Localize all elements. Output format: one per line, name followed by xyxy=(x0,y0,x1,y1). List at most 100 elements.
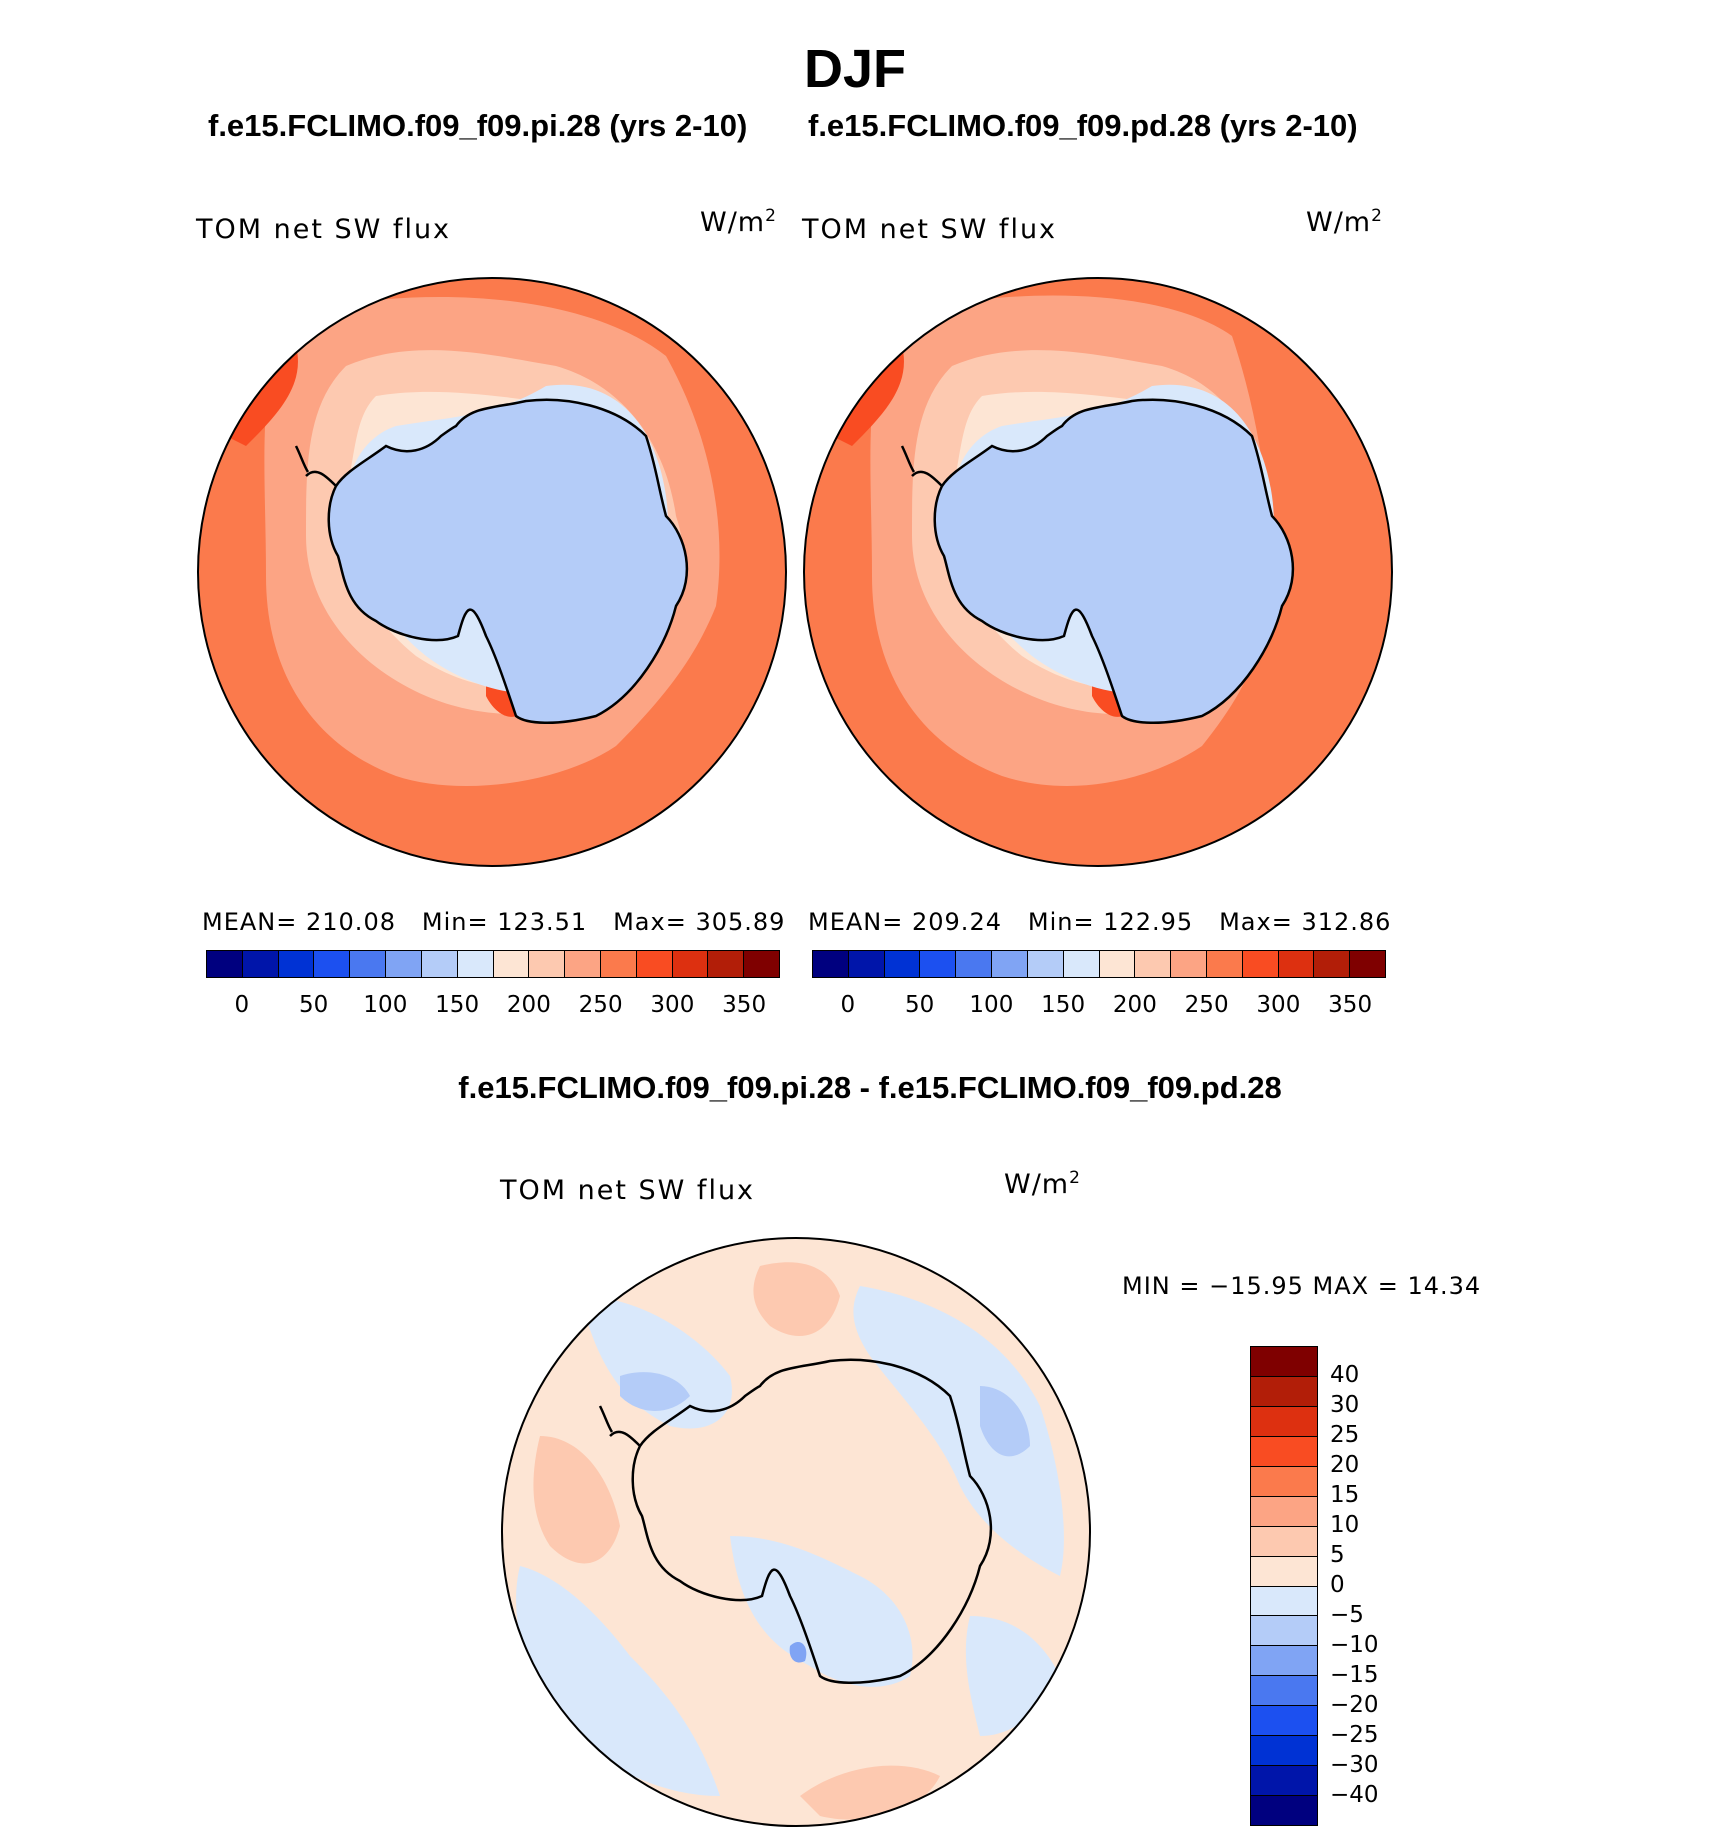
colorbar-tick-label: 5 xyxy=(1330,1542,1345,1568)
panel3-units: W/m2 xyxy=(1004,1168,1081,1200)
colorbar-tick-label: 250 xyxy=(578,992,623,1018)
colorbar-swatch xyxy=(242,951,279,977)
colorbar-tick-label: 10 xyxy=(1330,1512,1360,1538)
colorbar-tick-label: −25 xyxy=(1330,1722,1379,1748)
colorbar-swatch xyxy=(1242,951,1279,977)
colorbar-swatch xyxy=(1251,1347,1317,1377)
case1-title: f.e15.FCLIMO.f09_f09.pi.28 (yrs 2-10) xyxy=(208,108,748,143)
panel3-minmax: MIN = −15.95 MAX = 14.34 xyxy=(1122,1272,1482,1300)
colorbar-tick-label: −30 xyxy=(1330,1752,1379,1778)
colorbar-tick-label: 300 xyxy=(650,992,695,1018)
colorbar-swatch xyxy=(278,951,315,977)
colorbar-swatch xyxy=(1063,951,1100,977)
colorbar-tick-label: 0 xyxy=(840,992,856,1018)
colorbar-swatch xyxy=(672,951,709,977)
colorbar-swatch xyxy=(1135,951,1172,977)
panel1-antarctica xyxy=(328,399,687,723)
colorbar-tick-label: 50 xyxy=(904,992,935,1018)
colorbar-swatch xyxy=(600,951,637,977)
case2-title: f.e15.FCLIMO.f09_f09.pd.28 (yrs 2-10) xyxy=(808,108,1358,143)
colorbar-tick-label: −5 xyxy=(1330,1602,1364,1628)
colorbar-tick-label: 100 xyxy=(969,992,1014,1018)
colorbar-swatch xyxy=(813,951,849,977)
colorbar-swatch xyxy=(1350,951,1385,977)
colorbar-swatch xyxy=(421,951,458,977)
colorbar-swatch xyxy=(1251,1556,1317,1587)
colorbar-swatch xyxy=(956,951,993,977)
colorbar-swatch xyxy=(1251,1586,1317,1617)
panel1-units: W/m2 xyxy=(700,206,777,238)
panel2-variable-label: TOM net SW flux xyxy=(802,214,1058,245)
colorbar-tick-label: 15 xyxy=(1330,1482,1360,1508)
colorbar-swatch xyxy=(920,951,957,977)
colorbar-tick-label: −40 xyxy=(1330,1782,1379,1808)
colorbar-tick-label: 150 xyxy=(1041,992,1086,1018)
colorbar-tick-label: 100 xyxy=(363,992,408,1018)
colorbar-tick-label: 200 xyxy=(506,992,551,1018)
panel1-colorbar xyxy=(206,950,780,978)
colorbar-tick-label: 0 xyxy=(234,992,250,1018)
colorbar-tick-label: 0 xyxy=(1330,1572,1345,1598)
colorbar-swatch xyxy=(1099,951,1136,977)
colorbar-swatch xyxy=(1251,1406,1317,1437)
colorbar-tick-label: 30 xyxy=(1330,1392,1360,1418)
colorbar-swatch xyxy=(207,951,243,977)
colorbar-swatch xyxy=(1027,951,1064,977)
colorbar-swatch xyxy=(1251,1766,1317,1797)
panel1-variable-label: TOM net SW flux xyxy=(196,214,452,245)
colorbar-swatch xyxy=(386,951,422,977)
colorbar-tick-label: 350 xyxy=(722,992,767,1018)
panel2-units: W/m2 xyxy=(1306,206,1383,238)
panel1-stats: MEAN= 210.08 Min= 123.51 Max= 305.89 xyxy=(202,908,786,936)
colorbar-swatch xyxy=(1251,1706,1317,1737)
colorbar-swatch xyxy=(636,951,673,977)
colorbar-swatch xyxy=(1251,1796,1317,1825)
panel3-polar-map xyxy=(501,1237,1091,1827)
colorbar-swatch xyxy=(493,951,530,977)
colorbar-swatch xyxy=(457,951,494,977)
panel2-antarctica xyxy=(934,399,1293,723)
colorbar-tick-label: 20 xyxy=(1330,1452,1360,1478)
colorbar-swatch xyxy=(1251,1466,1317,1497)
colorbar-swatch xyxy=(1251,1496,1317,1527)
colorbar-swatch xyxy=(1206,951,1243,977)
colorbar-tick-label: −10 xyxy=(1330,1632,1379,1658)
colorbar-tick-label: −20 xyxy=(1330,1692,1379,1718)
colorbar-tick-label: 40 xyxy=(1330,1362,1360,1388)
colorbar-swatch xyxy=(565,951,601,977)
colorbar-swatch xyxy=(1251,1736,1317,1767)
colorbar-swatch xyxy=(744,951,779,977)
panel2-colorbar xyxy=(812,950,1386,978)
colorbar-swatch xyxy=(1251,1676,1317,1707)
panel1-polar-map xyxy=(197,277,787,867)
colorbar-tick-label: 200 xyxy=(1112,992,1157,1018)
colorbar-tick-label: 25 xyxy=(1330,1422,1360,1448)
colorbar-tick-label: 250 xyxy=(1184,992,1229,1018)
diff-title: f.e15.FCLIMO.f09_f09.pi.28 - f.e15.FCLIM… xyxy=(458,1070,1282,1105)
panel2-stats: MEAN= 209.24 Min= 122.95 Max= 312.86 xyxy=(808,908,1392,936)
colorbar-swatch xyxy=(1314,951,1351,977)
colorbar-swatch xyxy=(529,951,566,977)
colorbar-swatch xyxy=(1251,1526,1317,1557)
colorbar-swatch xyxy=(708,951,745,977)
colorbar-swatch xyxy=(1278,951,1315,977)
colorbar-tick-label: 150 xyxy=(435,992,480,1018)
colorbar-swatch xyxy=(1251,1376,1317,1407)
diff-colorbar xyxy=(1250,1346,1318,1826)
colorbar-tick-label: 50 xyxy=(298,992,329,1018)
colorbar-tick-label: 350 xyxy=(1328,992,1373,1018)
colorbar-swatch xyxy=(1251,1616,1317,1647)
colorbar-swatch xyxy=(350,951,387,977)
panel3-variable-label: TOM net SW flux xyxy=(500,1175,756,1206)
colorbar-swatch xyxy=(992,951,1028,977)
colorbar-swatch xyxy=(1251,1646,1317,1677)
colorbar-tick-label: 300 xyxy=(1256,992,1301,1018)
season-title: DJF xyxy=(803,39,906,99)
colorbar-swatch xyxy=(1171,951,1207,977)
panel3-antarctica xyxy=(631,1358,993,1684)
colorbar-swatch xyxy=(1251,1436,1317,1467)
colorbar-swatch xyxy=(848,951,885,977)
panel2-polar-map xyxy=(803,277,1393,867)
colorbar-swatch xyxy=(314,951,351,977)
colorbar-tick-label: −15 xyxy=(1330,1662,1379,1688)
